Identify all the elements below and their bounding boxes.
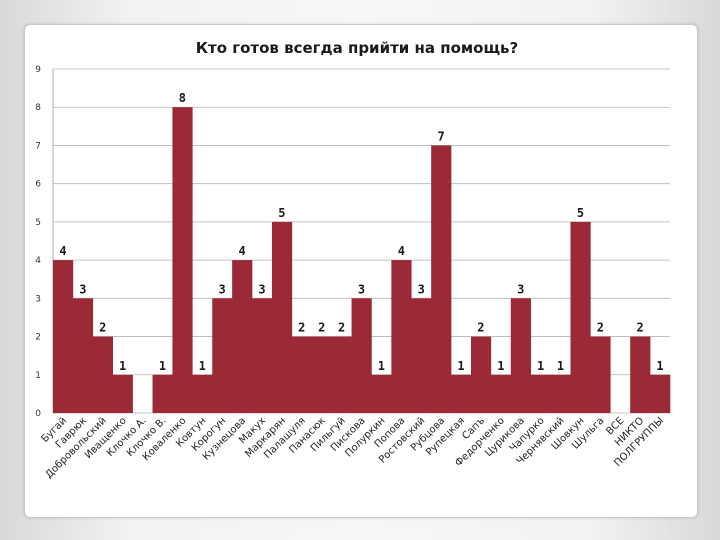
bar	[271, 221, 293, 413]
bar-chart: Кто готов всегда прийти на помощь? 0 1 2 3 4…	[35, 39, 671, 481]
bar	[112, 374, 133, 413]
data-label: 1	[656, 359, 663, 373]
data-label: 1	[497, 359, 504, 373]
bar	[630, 336, 651, 413]
bar	[550, 374, 571, 413]
data-label: 1	[378, 359, 385, 373]
bar	[391, 260, 412, 413]
chart-title: Кто готов всегда прийти на помощь?	[196, 39, 518, 57]
data-label: 3	[258, 282, 265, 296]
y-tick-label: 9	[35, 65, 41, 75]
data-label: 1	[199, 359, 206, 373]
data-label: 1	[537, 359, 544, 373]
bar	[510, 298, 531, 413]
bar	[291, 336, 313, 413]
bar	[232, 260, 253, 413]
data-label: 2	[338, 321, 345, 335]
bar	[92, 336, 114, 413]
data-label: 8	[179, 91, 186, 105]
bar	[252, 298, 273, 413]
bar	[152, 374, 173, 413]
bar	[451, 374, 472, 413]
data-label: 1	[557, 359, 564, 373]
bar	[431, 145, 452, 413]
bar	[331, 336, 352, 413]
y-tick-label: 1	[35, 371, 41, 381]
slide: Кто готов всегда прийти на помощь? 0 1 2 3 4…	[24, 24, 698, 518]
data-label: 5	[577, 206, 584, 220]
y-tick-label: 5	[35, 218, 41, 228]
data-label: 4	[59, 244, 66, 258]
data-label: 3	[79, 282, 86, 296]
y-tick-label: 4	[35, 256, 41, 266]
data-label: 4	[398, 244, 405, 258]
data-label: 5	[278, 206, 285, 220]
data-label: 3	[219, 282, 226, 296]
data-label: 1	[159, 359, 166, 373]
data-label: 3	[517, 282, 524, 296]
bar	[650, 374, 671, 413]
data-label: 2	[477, 321, 484, 335]
y-axis-ticks: 0 1 2 3 4 5 6 7 8 9	[35, 65, 41, 419]
bar	[371, 374, 392, 413]
data-label: 2	[298, 321, 305, 335]
data-label: 7	[437, 129, 444, 143]
y-tick-label: 2	[35, 333, 41, 343]
y-tick-label: 0	[35, 409, 41, 419]
data-label: 3	[418, 282, 425, 296]
bar	[590, 336, 611, 413]
data-label: 2	[637, 321, 644, 335]
data-label: 2	[318, 321, 325, 335]
data-label: 2	[99, 321, 106, 335]
data-label: 4	[238, 244, 245, 258]
bar	[490, 374, 512, 413]
y-tick-label: 3	[35, 294, 41, 304]
bar	[53, 260, 74, 413]
data-label: 2	[597, 321, 604, 335]
bar	[311, 336, 332, 413]
bar	[470, 336, 492, 413]
bar	[351, 298, 372, 413]
bar	[570, 221, 591, 413]
bar	[212, 298, 233, 413]
bars	[53, 107, 671, 413]
y-tick-label: 6	[35, 180, 41, 190]
bar	[172, 107, 193, 413]
data-label: 1	[457, 359, 464, 373]
y-tick-label: 8	[35, 103, 41, 113]
data-label: 3	[358, 282, 365, 296]
y-tick-label: 7	[35, 141, 41, 151]
bar	[530, 374, 551, 413]
bar	[192, 374, 213, 413]
data-label: 1	[119, 359, 126, 373]
bar	[411, 298, 432, 413]
bar	[72, 298, 94, 413]
